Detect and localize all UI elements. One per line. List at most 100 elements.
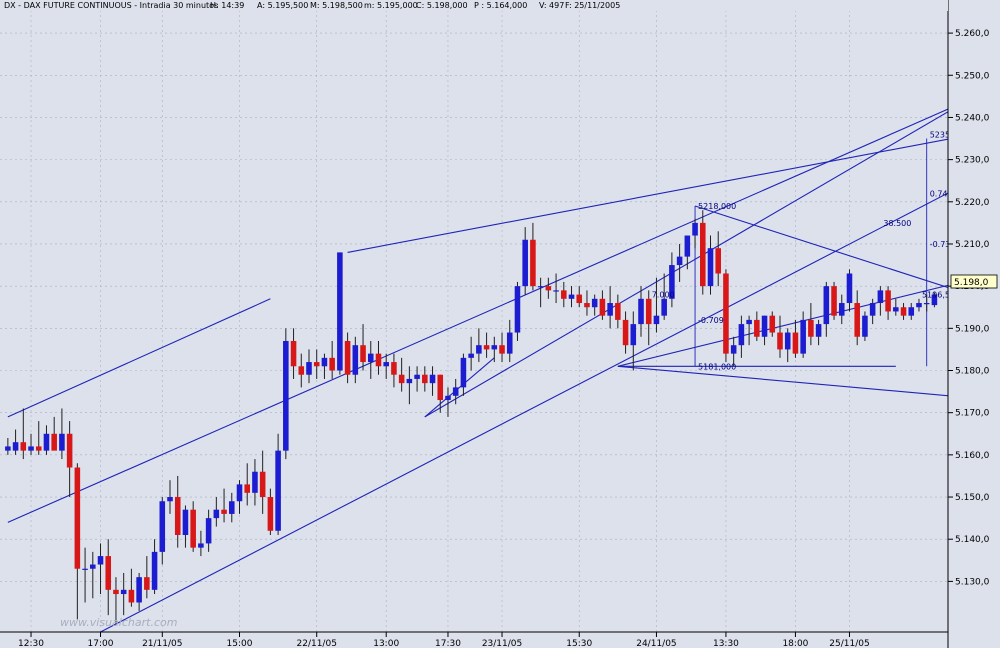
candle-body <box>769 315 776 333</box>
candle-body <box>306 362 312 375</box>
header-symbol: DX - DAX FUTURE CONTINUOUS - Intradia 30… <box>4 1 218 10</box>
y-tick-label: 5.130,0 <box>955 577 990 587</box>
trendline <box>7 298 271 418</box>
candle-body <box>506 332 513 354</box>
x-tick-label: 25/11/05 <box>829 639 869 648</box>
y-tick-label: 5.260,0 <box>955 29 990 39</box>
candle-body <box>931 294 938 306</box>
candle-body <box>900 307 907 316</box>
x-tick-label: 23/11/05 <box>482 639 522 648</box>
candle-body <box>661 298 667 316</box>
candle-body <box>136 577 142 603</box>
candle-body <box>337 252 343 371</box>
candle-body <box>352 345 359 375</box>
header-change: P : 5.164,000 <box>474 1 527 10</box>
x-tick-label: 13:30 <box>713 639 739 648</box>
y-tick-label: 5.230,0 <box>955 156 990 166</box>
x-tick-label: 21/11/05 <box>142 639 182 648</box>
candle-body <box>599 298 606 316</box>
candle-body <box>923 303 930 305</box>
candle-body <box>916 303 922 308</box>
candle-body <box>5 446 11 451</box>
watermark: www.visualchart.com <box>60 616 177 629</box>
candle-body <box>877 290 884 304</box>
header-close: C: 5.198,000 <box>416 1 468 10</box>
x-tick-label: 15:30 <box>566 639 592 648</box>
candle-body <box>329 357 335 371</box>
candle-body <box>761 315 768 337</box>
candle-body <box>815 324 822 337</box>
candle-body <box>445 395 451 401</box>
candle-body <box>28 446 34 451</box>
candle-body <box>723 273 729 354</box>
candle-body <box>792 332 799 354</box>
candle-body <box>522 239 528 287</box>
candle-body <box>406 378 413 384</box>
y-tick-label: 5.220,0 <box>955 198 990 208</box>
trendline <box>347 129 997 253</box>
trendline <box>617 272 997 367</box>
candle-body <box>59 433 65 451</box>
x-tick-label: 17:00 <box>88 639 114 648</box>
annotation-label: -0.735% <box>930 240 964 249</box>
candle-body <box>367 353 374 363</box>
candle-body <box>638 298 644 325</box>
candle-body <box>615 303 621 320</box>
candle-body <box>375 353 382 367</box>
candle-body <box>252 471 258 493</box>
candle-body <box>584 303 590 308</box>
candle-body <box>684 235 691 257</box>
candle-body <box>476 345 482 354</box>
candle-body <box>190 509 196 548</box>
candle-body <box>174 497 181 535</box>
candle-body <box>321 357 328 367</box>
candle-body <box>607 303 613 316</box>
candle-body <box>259 471 266 498</box>
candle-body <box>344 340 351 375</box>
candle-body <box>653 315 660 325</box>
candle-body <box>692 222 698 236</box>
candle-body <box>854 303 860 337</box>
y-tick-label: 5.240,0 <box>955 113 990 123</box>
candle-body <box>82 568 88 570</box>
candle-body <box>35 446 42 451</box>
candle-body <box>97 556 104 565</box>
candle-body <box>669 265 675 299</box>
y-tick-label: 5.180,0 <box>955 367 990 377</box>
candle-body <box>159 501 166 552</box>
y-tick-label: 5.170,0 <box>955 409 990 419</box>
candle-body <box>823 286 830 325</box>
header-volume: V: 497 <box>539 1 564 10</box>
candle-body <box>754 319 760 337</box>
candle-body <box>391 362 397 375</box>
x-tick-label: 15:00 <box>227 639 253 648</box>
candle-body <box>20 442 27 451</box>
candle-body <box>313 362 320 367</box>
candle-body <box>105 556 112 590</box>
candle-body <box>499 345 505 354</box>
candle-body <box>43 433 50 451</box>
candle-body <box>838 303 845 316</box>
x-tick-label: 18:00 <box>782 639 808 648</box>
candle-body <box>113 589 119 595</box>
candle-body <box>452 387 459 396</box>
candle-body <box>398 374 405 384</box>
candle-body <box>893 307 899 312</box>
candle-body <box>298 366 305 375</box>
candle-body <box>383 362 389 367</box>
trendline <box>100 167 997 633</box>
candle-body <box>545 286 552 291</box>
candle-body <box>591 298 598 308</box>
candle-body <box>267 497 274 531</box>
candle-body <box>530 239 536 287</box>
candle-body <box>483 345 490 350</box>
header-high: H: 14:39 <box>210 1 244 10</box>
candle-body <box>460 357 467 388</box>
y-tick-label: 5.210,0 <box>955 240 990 250</box>
candle-body <box>491 345 498 350</box>
trendline <box>694 205 997 304</box>
candle-body <box>51 433 57 451</box>
price-badge-box <box>950 274 998 289</box>
y-tick-label: 5.250,0 <box>955 71 990 81</box>
